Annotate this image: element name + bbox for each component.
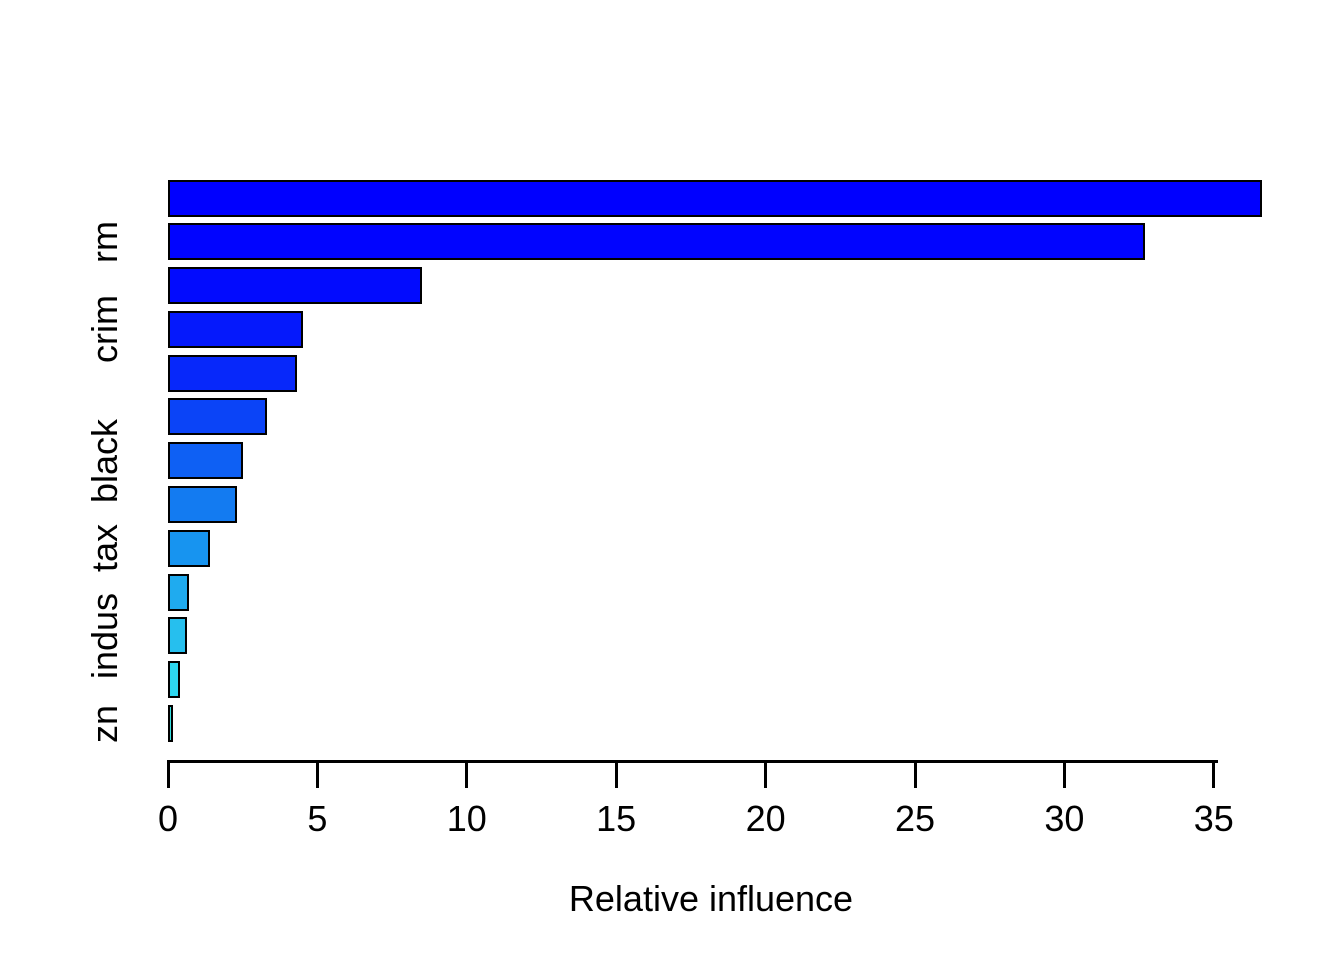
bar-rank-8 <box>168 486 237 523</box>
x-axis-title: Relative influence <box>568 878 854 919</box>
x-axis-tick-label-25: 25 <box>894 798 936 839</box>
x-axis-tick-label-10: 10 <box>446 798 487 839</box>
x-axis-tick-15 <box>614 760 618 788</box>
y-axis-label-black: black <box>84 418 125 503</box>
y-axis-label-rm: rm <box>84 220 125 263</box>
x-axis-tick-label-35: 35 <box>1193 798 1234 839</box>
x-axis-tick-0 <box>166 760 170 788</box>
x-axis-tick-label-30: 30 <box>1044 798 1085 839</box>
bar-rank-12 <box>168 661 181 699</box>
x-axis-tick-20 <box>764 760 768 788</box>
x-axis-tick-5 <box>315 760 319 788</box>
x-axis-tick-label-5: 5 <box>307 798 328 839</box>
x-axis-tick-label-0: 0 <box>157 798 179 839</box>
x-axis-tick-label-20: 20 <box>745 798 786 839</box>
bar-rank-5 <box>168 354 297 392</box>
x-axis-tick-35 <box>1212 760 1216 788</box>
x-axis-line <box>167 760 1218 763</box>
bar-indus <box>168 617 187 655</box>
x-axis-tick-25 <box>913 760 917 788</box>
bar-black <box>168 442 243 480</box>
y-axis-label-indus: indus <box>84 592 125 679</box>
y-axis-label-tax: tax <box>84 524 125 573</box>
y-axis-label-zn: zn <box>84 704 125 743</box>
bar-rank-1 <box>168 179 1262 217</box>
bar-tax <box>168 529 210 567</box>
bar-zn <box>168 705 174 742</box>
bar-rank-3 <box>168 267 422 305</box>
x-axis-tick-10 <box>465 760 469 788</box>
bar-crim <box>168 310 303 348</box>
bar-rank-10 <box>168 573 189 611</box>
x-axis-tick-30 <box>1062 760 1066 788</box>
x-axis-tick-label-15: 15 <box>596 798 637 839</box>
y-axis-label-crim: crim <box>84 295 125 364</box>
bar-rank-6 <box>168 398 267 436</box>
bar-rm <box>168 223 1146 261</box>
